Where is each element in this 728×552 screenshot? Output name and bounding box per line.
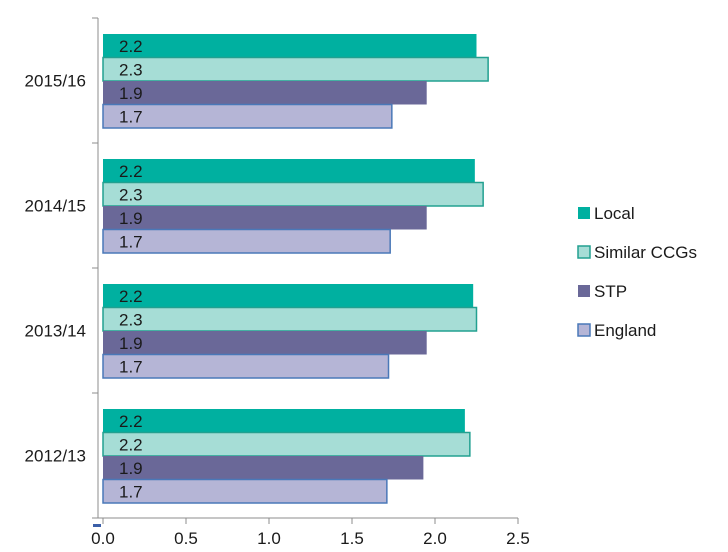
legend-label-similar-ccgs: Similar CCGs: [594, 243, 697, 262]
x-tick-label: 0.5: [174, 529, 198, 548]
bar-england-2015-16: [102, 103, 393, 129]
category-label: 2012/13: [25, 447, 86, 466]
bar-stp-2014-15: [103, 206, 427, 230]
bar-similar-ccgs-2013-14: [102, 306, 478, 332]
bar-similar-ccgs-2012-13: [102, 431, 471, 457]
legend-swatch-similar-ccgs: [577, 245, 591, 259]
bar-data-label: 2.2: [119, 435, 143, 454]
bar-data-label: 1.7: [119, 357, 143, 376]
bar-data-label: 1.7: [119, 107, 143, 126]
x-tick-label: 0.0: [91, 529, 115, 548]
bar-england-2012-13: [102, 478, 388, 504]
bar-data-label: 1.9: [119, 209, 143, 228]
bar-data-label: 1.7: [119, 482, 143, 501]
bar-local-2012-13: [103, 409, 465, 433]
bar-data-label: 2.3: [119, 185, 143, 204]
category-label: 2013/14: [25, 322, 86, 341]
legend-swatch-england: [577, 323, 591, 337]
bar-data-label: 1.7: [119, 232, 143, 251]
x-tick-labels-group: 0.0 0.5 1.0 1.5 2.0 2.5: [91, 529, 530, 548]
bar-stp-2012-13: [103, 456, 424, 480]
legend-label-local: Local: [594, 204, 635, 223]
bar-stp-2013-14: [103, 331, 427, 355]
bar-data-label: 1.9: [119, 334, 143, 353]
origin-marker: [93, 524, 101, 527]
x-tick-label: 2.0: [423, 529, 447, 548]
legend-label-england: England: [594, 321, 656, 340]
bar-stp-2015-16: [103, 81, 427, 105]
bars-group: [102, 34, 489, 504]
bar-similar-ccgs-2014-15: [102, 181, 484, 207]
bar-data-label: 2.2: [119, 412, 143, 431]
category-labels-group: 2015/16 2014/15 2013/14 2012/13: [25, 72, 86, 466]
x-tick-label: 1.5: [340, 529, 364, 548]
x-tick-label: 1.0: [257, 529, 281, 548]
legend: Local Similar CCGs STP England: [577, 204, 697, 340]
x-tick-label: 2.5: [506, 529, 530, 548]
bar-data-label: 2.2: [119, 37, 143, 56]
bar-data-label: 2.3: [119, 310, 143, 329]
category-label: 2014/15: [25, 197, 86, 216]
bar-data-label: 2.3: [119, 60, 143, 79]
legend-label-stp: STP: [594, 282, 627, 301]
bar-england-2014-15: [102, 228, 391, 254]
bar-similar-ccgs-2015-16: [102, 56, 489, 82]
bar-data-label: 1.9: [119, 84, 143, 103]
axes-group: [92, 17, 519, 527]
bar-local-2014-15: [103, 159, 475, 183]
category-label: 2015/16: [25, 72, 86, 91]
bar-local-2013-14: [103, 284, 474, 308]
legend-swatch-local: [578, 207, 590, 219]
bar-data-label: 1.9: [119, 459, 143, 478]
bar-local-2015-16: [103, 34, 477, 58]
bar-england-2013-14: [102, 353, 390, 379]
legend-swatch-stp: [578, 285, 590, 297]
bar-labels-group: 2.2 2.3 1.9 1.7 2.2 2.3 1.9 1.7 2.2 2.3 1.9 1.7 2.2 2…: [119, 37, 143, 502]
bar-data-label: 2.2: [119, 287, 143, 306]
bar-data-label: 2.2: [119, 162, 143, 181]
